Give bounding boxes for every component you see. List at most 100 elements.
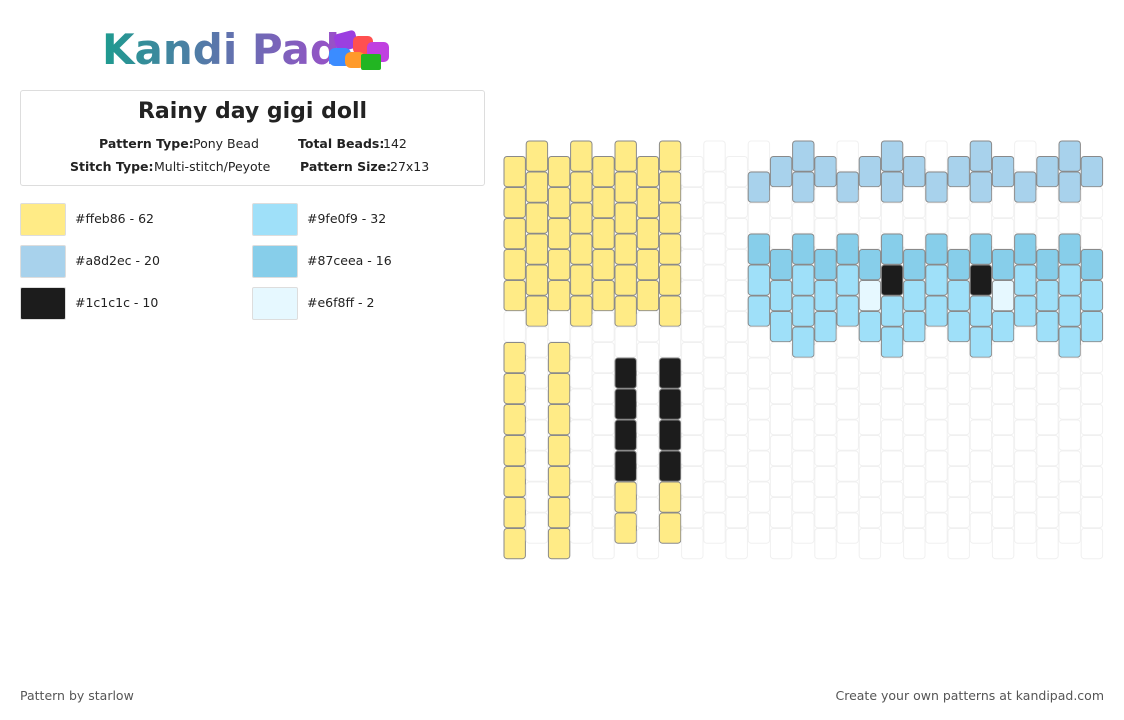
bead bbox=[636, 311, 660, 343]
swatch bbox=[252, 287, 298, 320]
bead bbox=[503, 435, 526, 467]
bead bbox=[814, 528, 837, 560]
bead bbox=[858, 466, 882, 498]
bead bbox=[636, 187, 660, 219]
bead bbox=[525, 233, 549, 265]
bead bbox=[1036, 435, 1059, 467]
bead bbox=[592, 280, 615, 312]
bead bbox=[570, 481, 593, 513]
bead bbox=[836, 295, 859, 327]
bead bbox=[991, 187, 1015, 219]
bead bbox=[592, 466, 615, 498]
bead bbox=[969, 481, 993, 513]
bead bbox=[925, 326, 948, 358]
bead bbox=[991, 218, 1015, 250]
bead bbox=[592, 435, 615, 467]
bead bbox=[991, 373, 1015, 405]
label: Pattern Size: bbox=[300, 159, 392, 174]
bead bbox=[814, 342, 837, 374]
bead bbox=[747, 512, 771, 544]
bead bbox=[1036, 466, 1059, 498]
bead bbox=[969, 171, 993, 203]
bead bbox=[1080, 218, 1104, 250]
bead bbox=[880, 481, 904, 513]
bead bbox=[681, 156, 704, 188]
bead bbox=[903, 187, 926, 219]
bead bbox=[525, 171, 549, 203]
bead bbox=[1036, 280, 1059, 312]
bead bbox=[1036, 218, 1059, 250]
bead bbox=[547, 404, 571, 436]
bead bbox=[747, 295, 771, 327]
bead bbox=[725, 156, 748, 188]
bead bbox=[1036, 373, 1059, 405]
bead bbox=[725, 497, 748, 529]
bead bbox=[925, 264, 948, 296]
bead bbox=[725, 311, 748, 343]
bead bbox=[547, 187, 571, 219]
bead bbox=[658, 512, 682, 544]
bead bbox=[658, 481, 682, 513]
bead bbox=[969, 202, 993, 234]
bead bbox=[858, 311, 882, 343]
bead bbox=[614, 388, 637, 420]
bead bbox=[1080, 311, 1104, 343]
title: Rainy day gigi doll bbox=[137, 99, 368, 124]
bead bbox=[947, 528, 970, 560]
bead bbox=[703, 326, 726, 358]
bead bbox=[547, 249, 571, 281]
bead bbox=[836, 419, 859, 451]
bead bbox=[1014, 171, 1037, 203]
bead bbox=[547, 373, 571, 405]
bead bbox=[769, 435, 793, 467]
bead bbox=[1036, 497, 1059, 529]
bead bbox=[792, 326, 815, 358]
bead bbox=[969, 512, 993, 544]
bead bbox=[747, 233, 771, 265]
bead bbox=[1036, 528, 1059, 560]
bead bbox=[503, 311, 526, 343]
bead bbox=[547, 156, 571, 188]
bead bbox=[1014, 419, 1037, 451]
bead bbox=[1058, 171, 1081, 203]
bead bbox=[792, 512, 815, 544]
bead bbox=[858, 156, 882, 188]
bead bbox=[969, 419, 993, 451]
bead bbox=[747, 357, 771, 389]
bead bbox=[969, 450, 993, 482]
bead bbox=[614, 419, 637, 451]
label: Stitch Type: bbox=[70, 159, 154, 174]
bead bbox=[858, 497, 882, 529]
bead bbox=[547, 311, 571, 343]
bead bbox=[525, 326, 549, 358]
swatch bbox=[252, 245, 298, 278]
bead bbox=[836, 264, 859, 296]
bead bbox=[636, 218, 660, 250]
bead bbox=[503, 497, 526, 529]
bead bbox=[503, 280, 526, 312]
bead bbox=[725, 342, 748, 374]
bead bbox=[991, 466, 1015, 498]
bead bbox=[1014, 512, 1037, 544]
bead bbox=[570, 264, 593, 296]
logo-text: Kandi Pad bbox=[102, 25, 340, 74]
value: Pony Bead bbox=[193, 136, 259, 151]
bead bbox=[725, 280, 748, 312]
swatch bbox=[252, 203, 298, 236]
bead bbox=[991, 404, 1015, 436]
bead bbox=[1080, 187, 1104, 219]
bead bbox=[814, 218, 837, 250]
bead bbox=[570, 171, 593, 203]
bead bbox=[636, 528, 660, 560]
bead bbox=[1014, 481, 1037, 513]
swatch bbox=[20, 245, 66, 278]
bead bbox=[725, 528, 748, 560]
bead bbox=[991, 497, 1015, 529]
bead bbox=[570, 202, 593, 234]
bead bbox=[681, 342, 704, 374]
bead bbox=[792, 233, 815, 265]
bead bbox=[769, 311, 793, 343]
bead bbox=[703, 295, 726, 327]
bead bbox=[903, 342, 926, 374]
bead bbox=[991, 435, 1015, 467]
